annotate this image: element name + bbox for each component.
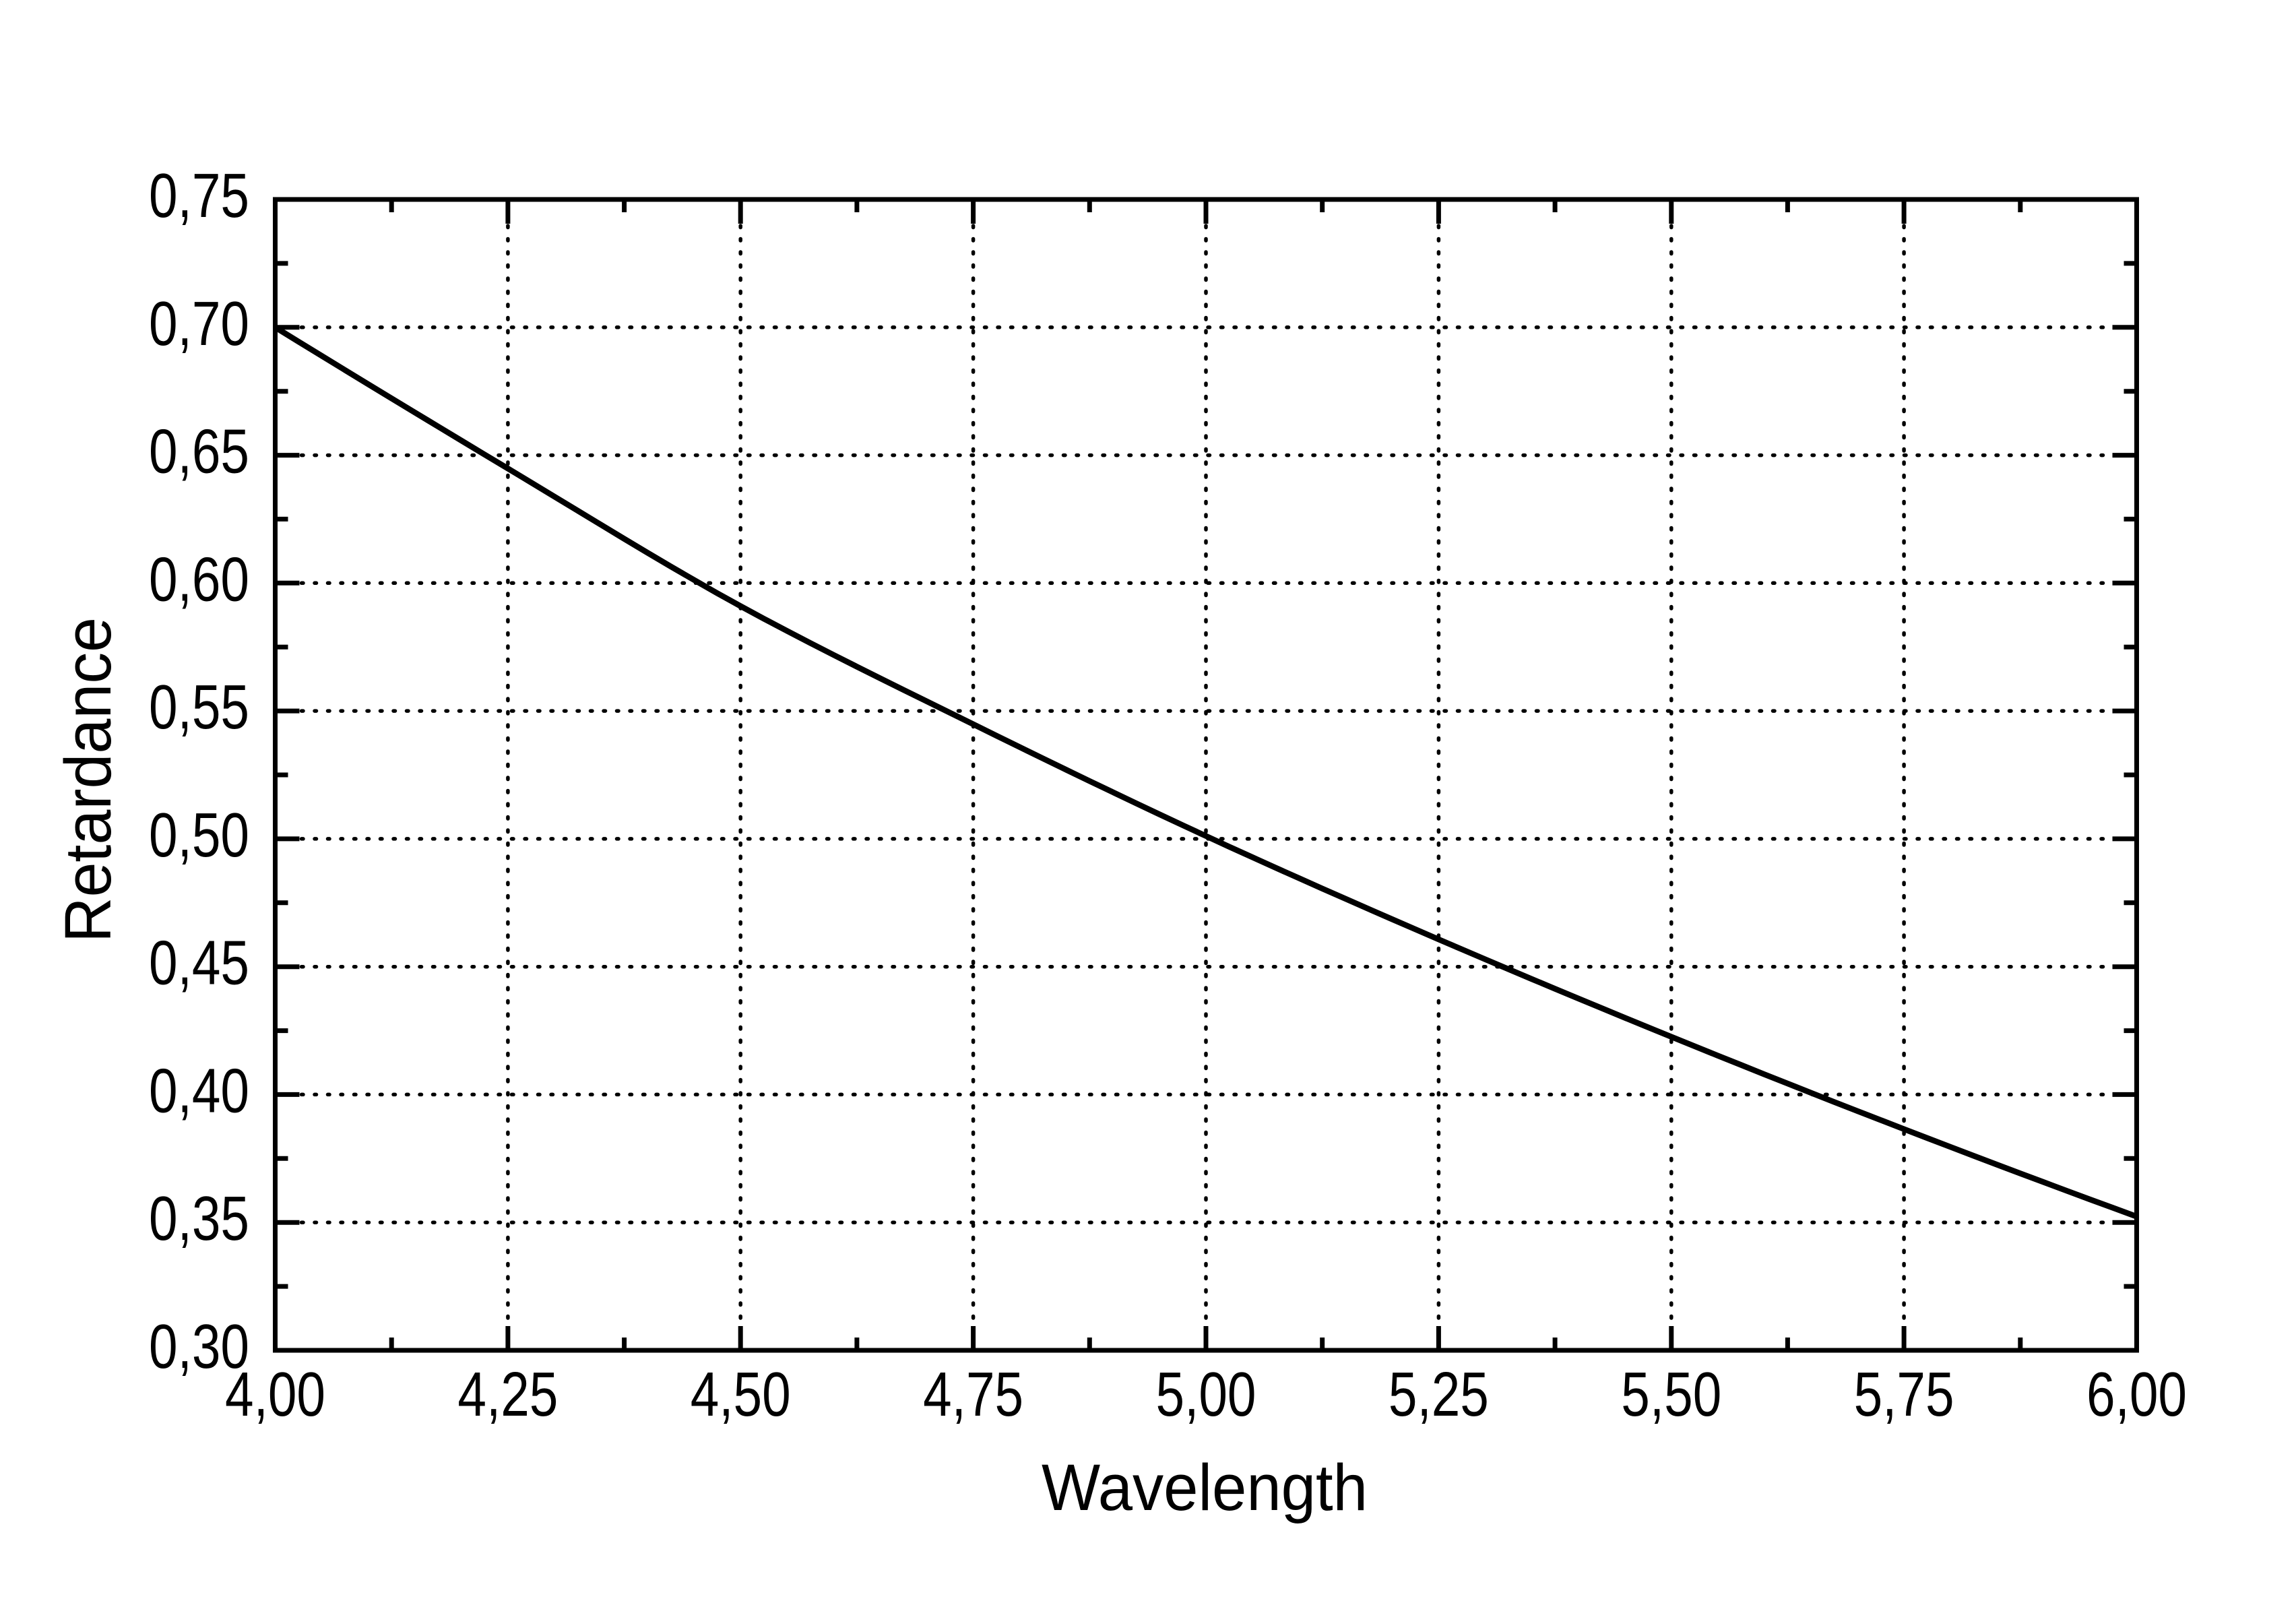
svg-text:5,25: 5,25 (1389, 1359, 1489, 1429)
svg-text:5,50: 5,50 (1621, 1359, 1721, 1429)
svg-text:4,50: 4,50 (691, 1359, 791, 1429)
svg-text:0,75: 0,75 (149, 160, 249, 230)
svg-text:0,50: 0,50 (149, 800, 249, 870)
svg-text:6,00: 6,00 (2086, 1359, 2187, 1429)
svg-text:4,25: 4,25 (457, 1359, 558, 1429)
svg-text:0,35: 0,35 (149, 1183, 249, 1253)
svg-text:5,00: 5,00 (1156, 1359, 1256, 1429)
svg-text:4,75: 4,75 (923, 1359, 1023, 1429)
svg-text:0,65: 0,65 (149, 416, 249, 486)
svg-text:0,40: 0,40 (149, 1055, 249, 1125)
svg-text:Retardance: Retardance (51, 617, 125, 943)
svg-text:4,00: 4,00 (225, 1359, 325, 1429)
svg-text:0,55: 0,55 (149, 672, 249, 742)
svg-text:Wavelength: Wavelength (1042, 1451, 1368, 1524)
svg-text:0,30: 0,30 (149, 1311, 249, 1381)
svg-text:0,45: 0,45 (149, 928, 249, 998)
svg-text:5,75: 5,75 (1854, 1359, 1954, 1429)
svg-text:0,70: 0,70 (149, 288, 249, 358)
svg-text:0,60: 0,60 (149, 544, 249, 614)
